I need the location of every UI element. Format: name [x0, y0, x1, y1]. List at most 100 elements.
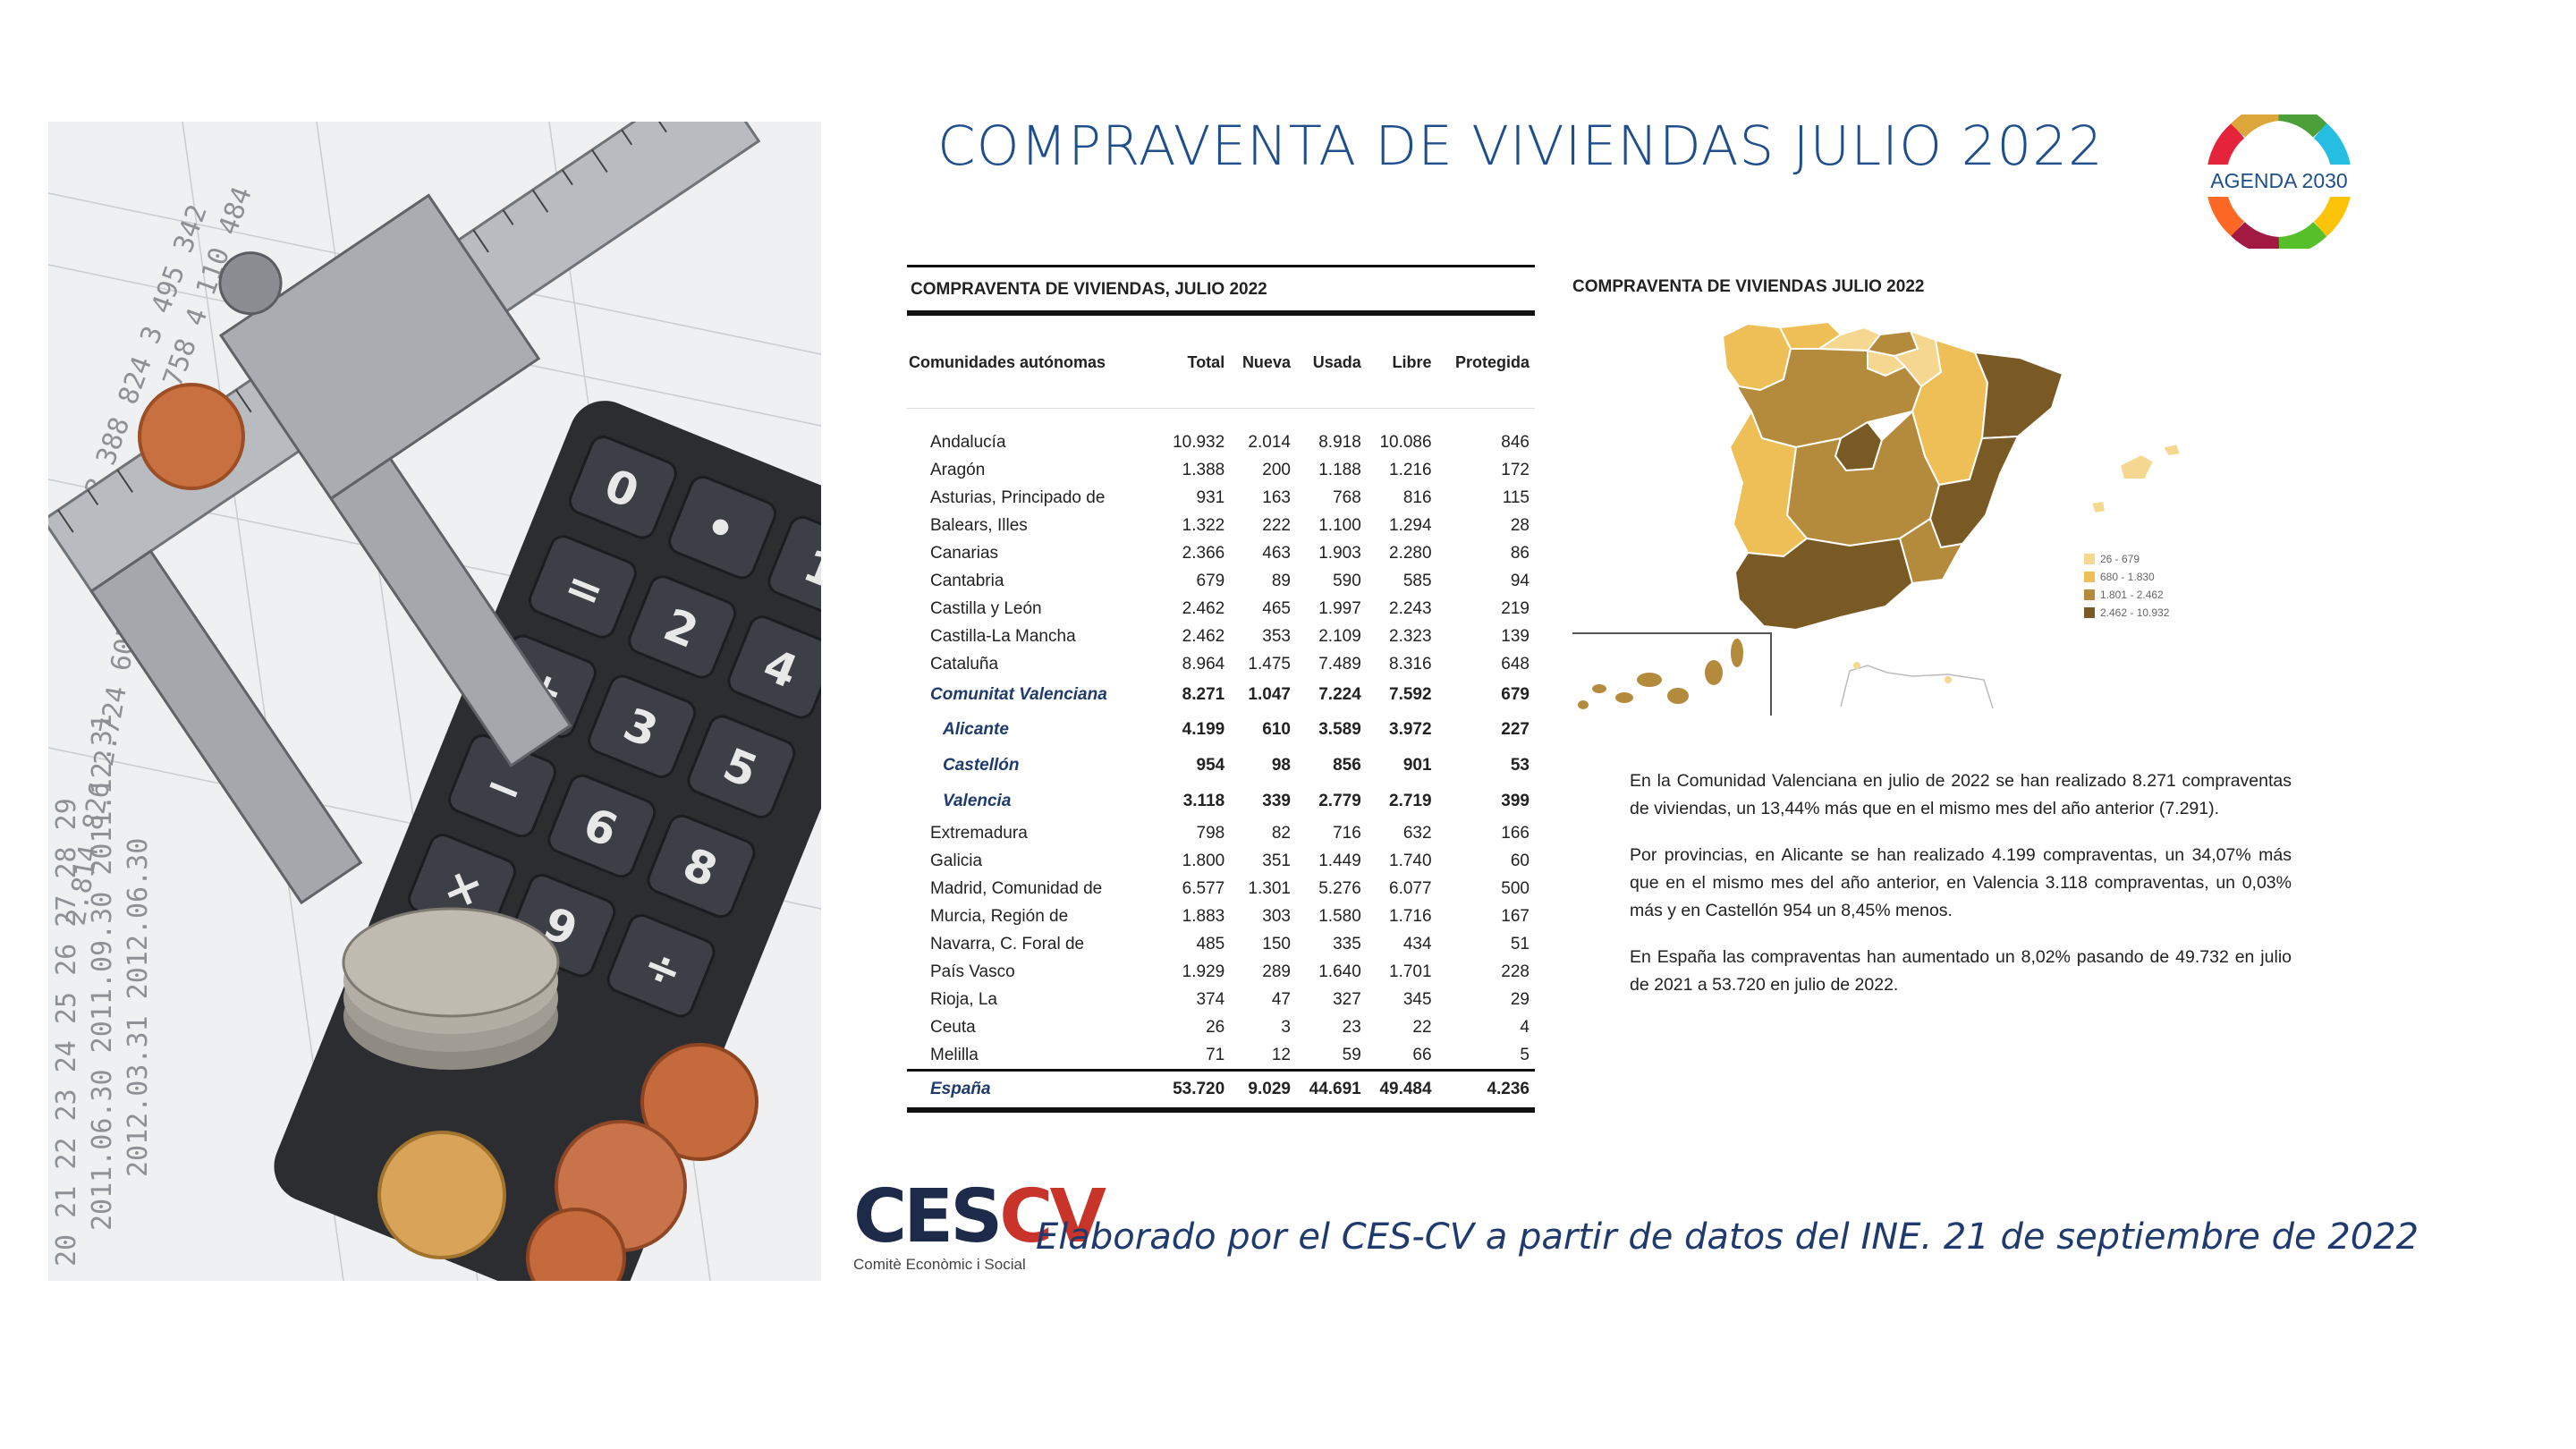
table-row: Comunitat Valenciana 8.271 1.047 7.224 7.592… [907, 678, 1535, 712]
table-row: Balears, Illes 1.322 222 1.100 1.294 28 [907, 512, 1535, 539]
region-name-cell: Navarra, C. Foral de [930, 934, 1085, 953]
legend-item: 26 - 679 [2084, 553, 2169, 565]
value-cell-protegida: 60 [1510, 851, 1530, 870]
table-title: COMPRAVENTA DE VIVIENDAS, JULIO 2022 [911, 280, 1267, 299]
value-cell-nueva: 610 [1262, 720, 1291, 739]
value-cell-usada: 7.224 [1318, 685, 1361, 704]
value-cell-protegida: 167 [1501, 906, 1530, 926]
page-title: COMPRAVENTA DE VIVIENDAS JULIO 2022 [937, 114, 2104, 178]
table-header-row: Comunidades autónomas Total Nueva Usada … [907, 316, 1535, 409]
value-cell-usada: 1.580 [1318, 906, 1361, 926]
table-body: Andalucía 10.932 2.014 8.918 10.086 846 Aragón… [907, 408, 1535, 1113]
value-cell-protegida: 4.236 [1436, 1069, 1535, 1113]
value-cell-protegida: 166 [1501, 823, 1530, 843]
svg-text:20 21 22 23 24 25 26 27 28 29: 20 21 22 23 24 25 26 27 28 29 [51, 798, 82, 1267]
value-cell-usada: 7.489 [1318, 654, 1361, 674]
value-cell-nueva: 339 [1262, 792, 1291, 810]
value-cell-libre: 2.280 [1389, 543, 1432, 563]
value-cell-total: 53.720 [1159, 1069, 1231, 1113]
summary-text: En la Comunidad Valenciana en julio de 2… [1630, 767, 2292, 1018]
value-cell-libre: 1.716 [1389, 906, 1432, 926]
region-ceuta [1853, 662, 1860, 669]
value-cell-protegida: 115 [1502, 487, 1530, 507]
value-cell-libre: 1.740 [1389, 851, 1432, 870]
value-cell-protegida: 139 [1501, 626, 1530, 646]
table-row: Canarias 2.366 463 1.903 2.280 86 [907, 539, 1535, 567]
column-header: Nueva [1241, 353, 1291, 371]
value-cell-usada: 1.997 [1318, 598, 1361, 618]
value-cell-usada: 2.109 [1318, 626, 1361, 646]
region-name-cell: Alicante [943, 720, 1009, 739]
value-cell-protegida: 228 [1501, 962, 1530, 981]
canarias-inset-border [1572, 632, 1772, 716]
value-cell-libre: 1.701 [1389, 962, 1432, 981]
column-header: Libre [1392, 353, 1432, 371]
value-cell-usada: 327 [1333, 989, 1361, 1009]
value-cell-libre: 1.294 [1389, 515, 1432, 535]
region-name-cell: Canarias [930, 543, 999, 563]
sales-table: COMPRAVENTA DE VIVIENDAS, JULIO 2022 Com… [907, 265, 1535, 1113]
legend-label: 2.462 - 10.932 [2100, 606, 2170, 619]
value-cell-nueva: 1.301 [1248, 878, 1291, 898]
value-cell-nueva: 2.014 [1248, 432, 1291, 452]
value-cell-protegida: 86 [1510, 543, 1530, 563]
summary-paragraph: En España las compraventas han aumentado… [1630, 947, 2292, 995]
region-name-cell: Cantabria [930, 571, 1004, 590]
value-cell-usada: 1.640 [1318, 962, 1361, 981]
cescv-logo-cv: CV [999, 1174, 1106, 1259]
value-cell-usada: 3.589 [1318, 720, 1361, 739]
legend-swatch [2084, 572, 2095, 582]
value-cell-protegida: 94 [1510, 571, 1530, 590]
legend-item: 680 - 1.830 [2084, 571, 2169, 583]
value-cell-protegida: 227 [1501, 720, 1530, 739]
value-cell-usada: 856 [1333, 756, 1361, 775]
legend-item: 1.801 - 2.462 [2084, 589, 2169, 601]
value-cell-nueva: 303 [1262, 906, 1291, 926]
value-cell-total: 26 [1206, 1017, 1225, 1037]
table-row: Cataluña 8.964 1.475 7.489 8.316 648 [907, 650, 1535, 678]
region-name-cell: Melilla [930, 1045, 979, 1064]
table-spacer-row [907, 408, 1535, 428]
value-cell-total: 798 [1196, 823, 1225, 843]
value-cell-protegida: 51 [1510, 934, 1530, 953]
source-caption: Elaborado por el CES-CV a partir de dato… [1036, 1216, 2419, 1258]
value-cell-protegida: 500 [1501, 878, 1530, 898]
value-cell-libre: 2.719 [1389, 792, 1432, 810]
value-cell-protegida: 29 [1510, 989, 1530, 1009]
region-melilla [1945, 676, 1952, 683]
region-name-cell: Aragón [930, 460, 986, 479]
legend-swatch [2084, 554, 2095, 564]
table-row: Galicia 1.800 351 1.449 1.740 60 [907, 847, 1535, 875]
value-cell-libre: 8.316 [1389, 654, 1432, 674]
value-cell-total: 71 [1206, 1045, 1225, 1064]
column-header: Total [1187, 353, 1225, 371]
region-name-cell: España [907, 1069, 1160, 1113]
value-cell-libre: 10.086 [1379, 432, 1432, 452]
value-cell-libre: 1.216 [1389, 460, 1432, 479]
region-valenciana [1928, 435, 2020, 549]
value-cell-protegida: 4 [1520, 1017, 1530, 1037]
value-cell-usada: 23 [1342, 1017, 1361, 1037]
region-name-cell: Valencia [943, 792, 1012, 810]
cescv-logo: CESCV Comitè Econòmic i Social [853, 1181, 1106, 1279]
legend-label: 680 - 1.830 [2100, 571, 2155, 583]
region-name-cell: Castilla y León [930, 598, 1042, 618]
value-cell-libre: 7.592 [1389, 685, 1432, 704]
map-title: COMPRAVENTA DE VIVIENDAS JULIO 2022 [1572, 277, 1925, 296]
value-cell-protegida: 28 [1510, 515, 1530, 535]
value-cell-total: 8.271 [1182, 685, 1225, 704]
value-cell-usada: 44.691 [1295, 1069, 1367, 1113]
table-row: Alicante 4.199 610 3.589 3.972 227 [907, 712, 1535, 748]
summary-paragraph: En la Comunidad Valenciana en julio de 2… [1630, 771, 2292, 818]
value-cell-libre: 585 [1402, 571, 1432, 590]
legend-swatch [2084, 589, 2095, 600]
value-cell-libre: 22 [1412, 1017, 1432, 1037]
region-name-cell: Murcia, Región de [930, 906, 1069, 926]
value-cell-libre: 66 [1412, 1045, 1432, 1064]
table-row: Asturias, Principado de 931 163 768 816 115 [907, 484, 1535, 512]
value-cell-protegida: 648 [1501, 654, 1530, 674]
svg-text:2011.06.30 2011.09.30 2011.12.: 2011.06.30 2011.09.30 2011.12.31 [87, 714, 118, 1231]
value-cell-nueva: 200 [1262, 460, 1291, 479]
cescv-logo-subtitle: Comitè Econòmic i Social [853, 1256, 1026, 1273]
column-header: Usada [1312, 353, 1361, 371]
